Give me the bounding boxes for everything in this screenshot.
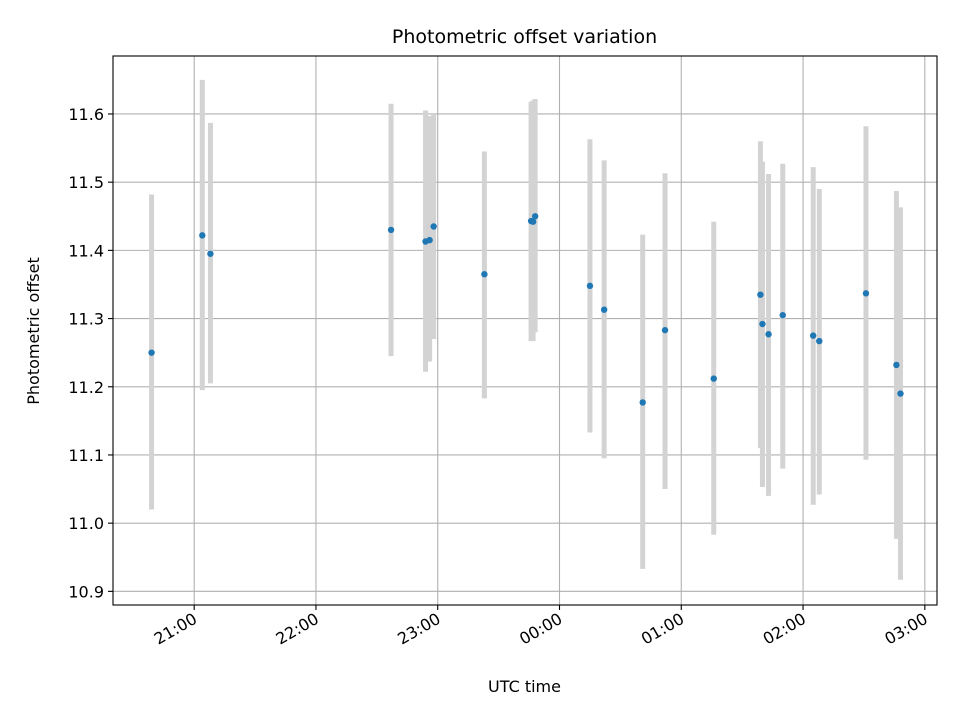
data-point — [148, 349, 155, 356]
y-tick-label: 11.4 — [68, 241, 104, 260]
data-point — [481, 271, 488, 278]
y-tick-label: 10.9 — [68, 582, 104, 601]
y-tick-label: 11.5 — [68, 173, 104, 192]
data-point — [661, 326, 669, 334]
data-point — [710, 375, 717, 382]
axes-frame — [112, 55, 938, 606]
data-point — [757, 291, 764, 298]
data-point — [387, 226, 395, 234]
data-point — [529, 218, 537, 225]
data-point — [862, 290, 870, 297]
data-point — [426, 236, 433, 244]
data-point — [897, 390, 904, 397]
data-point — [759, 320, 766, 328]
data-point — [893, 361, 900, 369]
y-tick-label: 11.3 — [68, 310, 104, 329]
y-tick-label: 11.2 — [68, 378, 104, 397]
data-point — [207, 250, 214, 257]
x-axis-label: UTC time — [488, 677, 561, 696]
data-point — [430, 223, 437, 230]
data-point — [809, 332, 817, 339]
chart-title: Photometric offset variation — [392, 26, 657, 48]
data-point — [531, 213, 539, 220]
y-tick-label: 11.6 — [68, 105, 104, 124]
data-point — [199, 232, 206, 239]
grid — [113, 56, 937, 605]
data-point — [779, 311, 786, 319]
data-point — [816, 337, 823, 345]
data-points — [148, 213, 904, 406]
data-point — [600, 306, 608, 313]
data-point — [765, 331, 772, 338]
y-tick-label: 11.0 — [68, 514, 104, 533]
y-axis-label: Photometric offset — [24, 257, 43, 405]
data-point — [639, 399, 646, 406]
y-tick-label: 11.1 — [68, 446, 104, 465]
y-axis-ticks: 10.9 11.0 11.1 11.2 11.3 11.4 11.5 11.6 — [68, 105, 113, 601]
data-point — [586, 282, 594, 290]
